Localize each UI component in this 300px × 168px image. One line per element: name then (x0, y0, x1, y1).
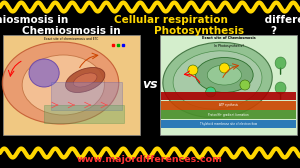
Circle shape (219, 63, 230, 73)
Ellipse shape (65, 68, 105, 93)
Circle shape (188, 65, 198, 75)
Text: Chemiosmosis in: Chemiosmosis in (22, 26, 124, 36)
Ellipse shape (207, 65, 242, 85)
Text: Photosynthesis: Photosynthesis (154, 26, 244, 36)
Circle shape (240, 80, 250, 90)
Ellipse shape (275, 82, 286, 94)
Text: Thylakoid membrane site of electron flow: Thylakoid membrane site of electron flow (200, 122, 257, 126)
Bar (161, 110, 296, 119)
Bar (161, 92, 296, 100)
Bar (3, 35, 140, 135)
Bar (44, 105, 124, 123)
Text: Exact site of Chemiosmosis: Exact site of Chemiosmosis (202, 36, 255, 40)
Bar (161, 101, 296, 110)
Text: different from: different from (261, 15, 300, 25)
Text: Proton/H+ gradient formation: Proton/H+ gradient formation (208, 113, 249, 117)
Text: ?: ? (270, 26, 276, 36)
Ellipse shape (74, 73, 97, 87)
Ellipse shape (173, 51, 262, 109)
Text: www.majordifferences.com: www.majordifferences.com (77, 156, 223, 164)
Bar (160, 35, 297, 135)
Text: ATP synthesis: ATP synthesis (219, 103, 238, 107)
Bar (51, 82, 122, 110)
Circle shape (206, 87, 216, 97)
Text: Cellular respiration: Cellular respiration (114, 15, 228, 25)
Bar (161, 119, 296, 128)
Ellipse shape (2, 42, 119, 124)
Ellipse shape (275, 57, 286, 69)
Text: In Photosynthesis?: In Photosynthesis? (214, 44, 244, 48)
Ellipse shape (22, 55, 104, 115)
Text: Exact site of chemiosmosis and ETC: Exact site of chemiosmosis and ETC (44, 37, 99, 41)
Ellipse shape (163, 42, 272, 118)
Text: How is Chemiosmosis in: How is Chemiosmosis in (0, 15, 72, 25)
Ellipse shape (29, 59, 59, 87)
Ellipse shape (196, 57, 253, 93)
Text: vs: vs (142, 78, 158, 92)
